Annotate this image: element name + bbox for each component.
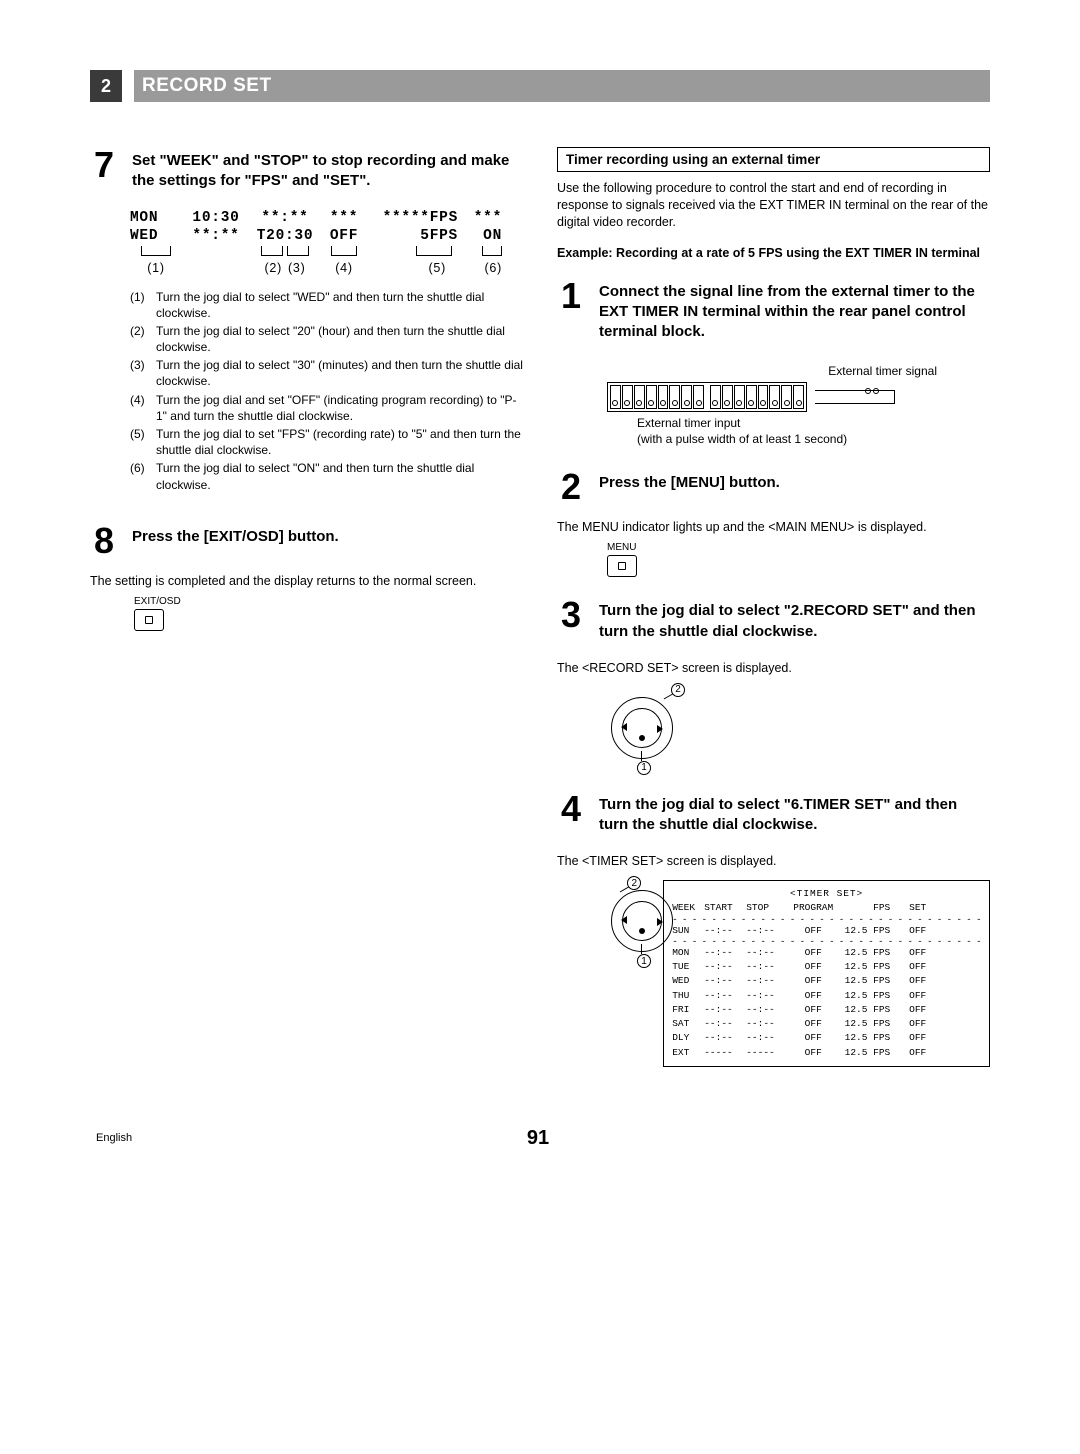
timer-row: FRI--:----:--OFF12.5 FPSOFF [672, 1003, 981, 1017]
instruction-item: (4)Turn the jog dial and set "OFF" (indi… [130, 392, 523, 424]
step-title: Turn the jog dial to select "6.TIMER SET… [599, 795, 990, 836]
timer-set-table: <TIMER SET> WEEK START STOP PROGRAM FPS … [663, 880, 990, 1067]
step-title: Turn the jog dial to select "2.RECORD SE… [599, 601, 990, 642]
timer-row: EXT----------OFF12.5 FPSOFF [672, 1046, 981, 1060]
page-footer: English 91 [90, 1127, 990, 1150]
step-description: The <RECORD SET> screen is displayed. [557, 660, 990, 677]
terminal-block-icon [607, 382, 807, 412]
settings-table: MON 10:30 **:** *** *****FPS *** WED **:… [130, 210, 523, 275]
step-4: 4 Turn the jog dial to select "6.TIMER S… [557, 791, 990, 840]
instruction-list: (1)Turn the jog dial to select "WED" and… [130, 289, 523, 493]
instruction-item: (3)Turn the jog dial to select "30" (min… [130, 357, 523, 389]
step-number: 1 [557, 278, 585, 347]
step-description: The MENU indicator lights up and the <MA… [557, 519, 990, 536]
step-number: 4 [557, 791, 585, 840]
step-2: 2 Press the [MENU] button. [557, 469, 990, 505]
step-title: Set "WEEK" and "STOP" to stop recording … [132, 151, 523, 192]
exit-osd-button-icon: EXIT/OSD [134, 596, 523, 631]
section-header: 2 RECORD SET [90, 70, 990, 102]
instruction-item: (6)Turn the jog dial to select "ON" and … [130, 460, 523, 492]
timer-row: WED--:----:--OFF12.5 FPSOFF [672, 974, 981, 988]
step-number: 2 [557, 469, 585, 505]
step-number: 3 [557, 597, 585, 646]
intro-text: Use the following procedure to control t… [557, 180, 990, 231]
step-3: 3 Turn the jog dial to select "2.RECORD … [557, 597, 990, 646]
instruction-item: (1)Turn the jog dial to select "WED" and… [130, 289, 523, 321]
instruction-item: (2)Turn the jog dial to select "20" (hou… [130, 323, 523, 355]
step-8: 8 Press the [EXIT/OSD] button. [90, 523, 523, 559]
footer-page-number: 91 [527, 1127, 549, 1150]
section-title: RECORD SET [134, 70, 990, 102]
instruction-item: (5)Turn the jog dial to set "FPS" (recor… [130, 426, 523, 458]
left-column: 7 Set "WEEK" and "STOP" to stop recordin… [90, 147, 523, 1067]
right-column: Timer recording using an external timer … [557, 147, 990, 1067]
step-number: 7 [90, 147, 118, 196]
timer-row: MON--:----:--OFF12.5 FPSOFF [672, 946, 981, 960]
step-7: 7 Set "WEEK" and "STOP" to stop recordin… [90, 147, 523, 196]
example-text: Example: Recording at a rate of 5 FPS us… [557, 245, 990, 262]
step-description: The setting is completed and the display… [90, 573, 523, 590]
timer-row: SAT--:----:--OFF12.5 FPSOFF [672, 1017, 981, 1031]
subheading: Timer recording using an external timer [557, 147, 990, 172]
timer-row: DLY--:----:--OFF12.5 FPSOFF [672, 1031, 981, 1045]
section-number: 2 [90, 70, 122, 102]
jog-dial-icon: 1 2 [607, 880, 643, 960]
footer-language: English [96, 1132, 132, 1144]
jog-dial-icon: 1 2 [607, 687, 687, 767]
step-description: The <TIMER SET> screen is displayed. [557, 853, 990, 870]
step-title: Press the [MENU] button. [599, 473, 990, 493]
timer-row: THU--:----:--OFF12.5 FPSOFF [672, 989, 981, 1003]
step-title: Press the [EXIT/OSD] button. [132, 527, 523, 547]
step-title: Connect the signal line from the externa… [599, 282, 990, 343]
timer-row: TUE--:----:--OFF12.5 FPSOFF [672, 960, 981, 974]
signal-wire-icon [815, 390, 895, 404]
step-number: 8 [90, 523, 118, 559]
timer-row: SUN--:----:--OFF12.5 FPSOFF [672, 924, 981, 938]
terminal-diagram: External timer signal External timer in [607, 364, 947, 447]
step-1: 1 Connect the signal line from the exter… [557, 278, 990, 347]
menu-button-icon: MENU [607, 542, 990, 577]
